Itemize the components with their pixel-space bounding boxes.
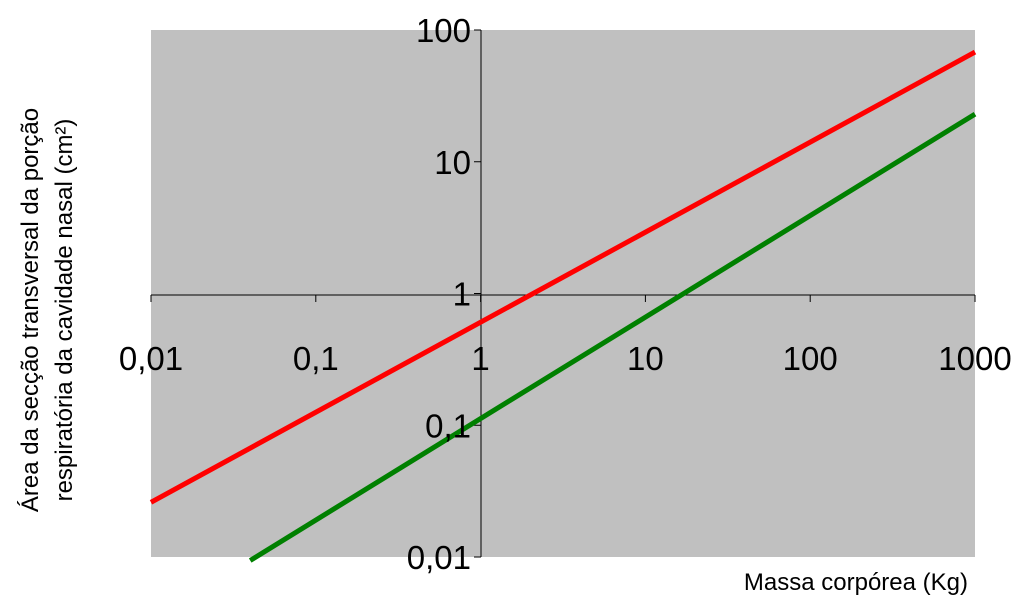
x-tick-label: 0,01 [119, 340, 183, 377]
x-tick-label: 10 [627, 340, 664, 377]
x-tick-label: 1 [471, 340, 489, 377]
series-line-1 [149, 49, 977, 505]
x-tick-label: 1000 [938, 340, 1011, 377]
y-axis-title-line2: respiratória da cavidade nasal (cm²) [51, 119, 78, 502]
y-tick-label: 0,01 [407, 539, 471, 576]
plot-area [151, 30, 975, 557]
y-tick-label: 0,1 [425, 407, 471, 444]
series-line-2 [248, 111, 977, 563]
x-tick-label: 100 [783, 340, 838, 377]
y-tick-label: 100 [416, 12, 471, 49]
y-tick-label: 1 [453, 276, 471, 313]
x-axis-title: Massa corpórea (Kg) [744, 569, 968, 595]
x-tick-label: 0,1 [293, 340, 339, 377]
y-axis-title-line2-text: respiratória da cavidade nasal (cm²) [51, 119, 78, 502]
y-axis-title: Área da secção transversal da porção [17, 108, 44, 512]
y-tick-label: 10 [434, 144, 471, 181]
y-axis-title-line1: Área da secção transversal da porção [17, 108, 44, 512]
